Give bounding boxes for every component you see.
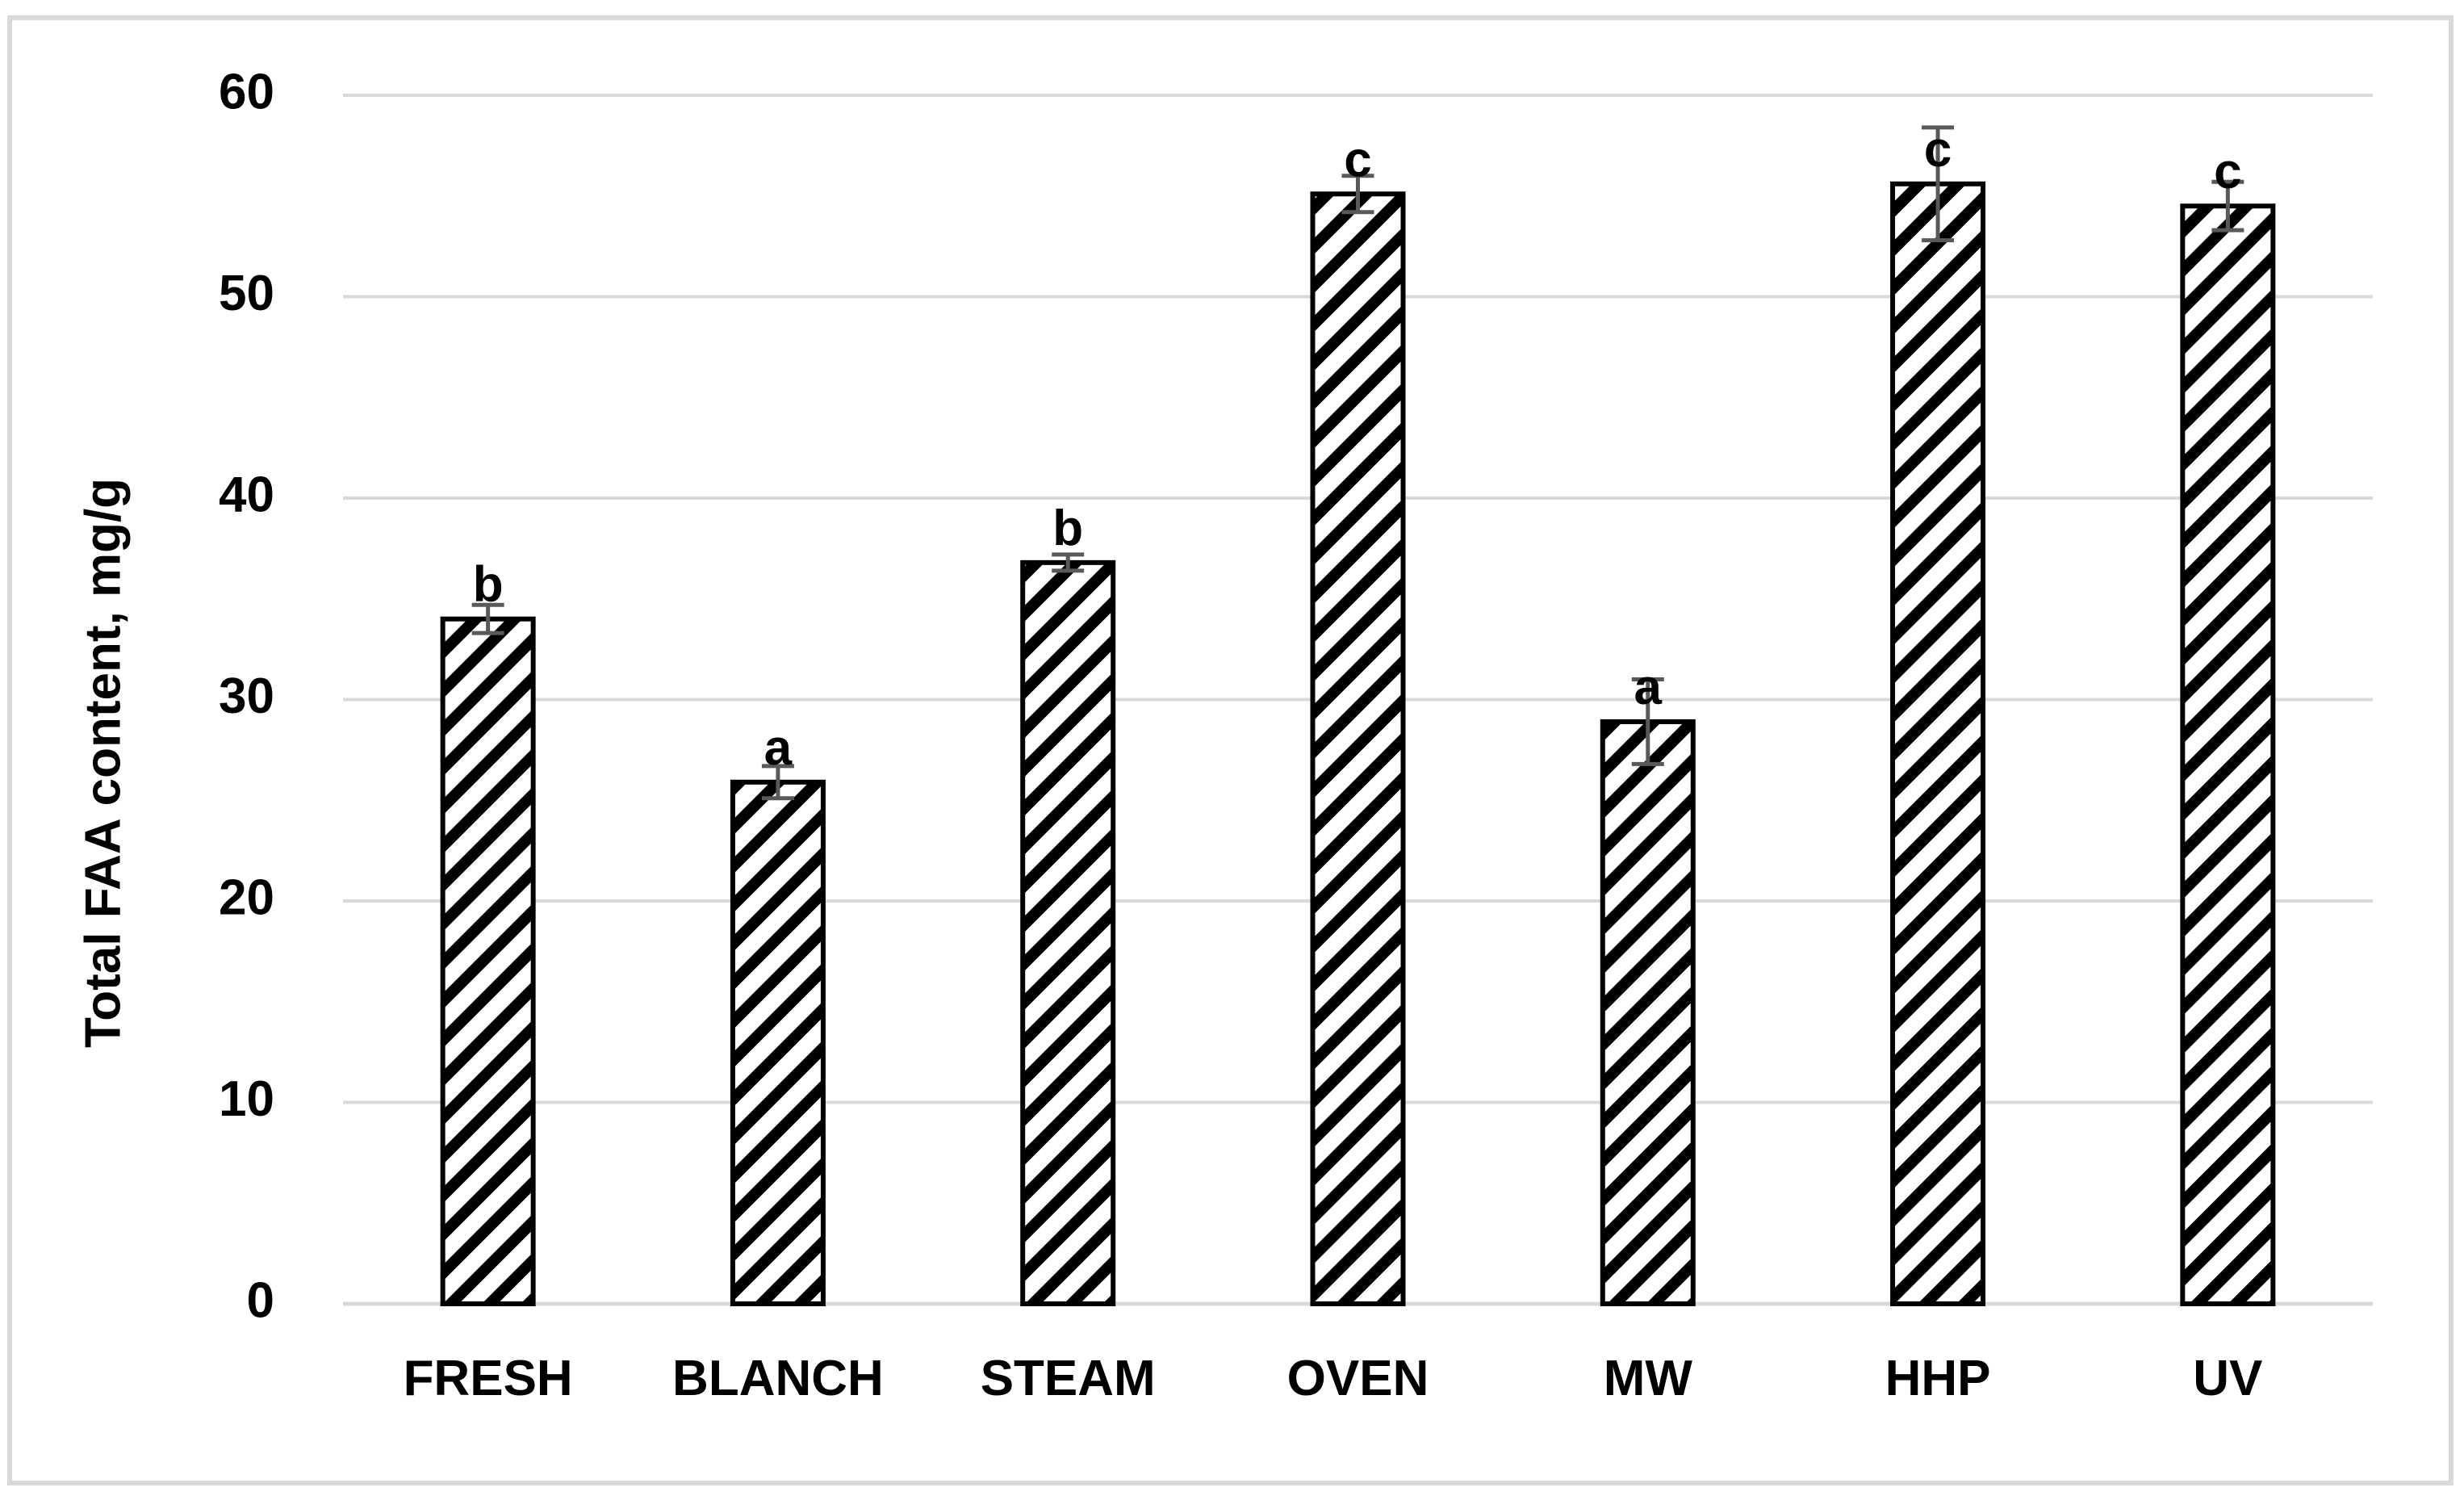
bars <box>440 181 2276 1307</box>
x-tick-label: STEAM <box>981 1351 1156 1406</box>
error-bar <box>2211 179 2244 233</box>
x-tick-label: MW <box>1604 1351 1693 1406</box>
y-tick-label: 40 <box>219 467 274 522</box>
significance-label: a <box>764 720 793 776</box>
x-tick-label: HHP <box>1885 1351 1991 1406</box>
significance-labels: b a b c a c c <box>473 122 2242 776</box>
x-axis-ticks: FRESH BLANCH STEAM OVEN MW HHP UV <box>404 1351 2263 1406</box>
y-tick-label: 50 <box>219 266 274 321</box>
error-bar <box>761 764 794 801</box>
y-tick-label: 30 <box>219 668 274 724</box>
x-tick-label: BLANCH <box>672 1351 884 1406</box>
bar <box>1890 181 1986 1306</box>
error-bar <box>1631 677 1664 766</box>
significance-label: b <box>1052 501 1083 556</box>
y-tick-label: 60 <box>219 64 274 119</box>
significance-label: c <box>1924 122 1952 178</box>
significance-label: c <box>1344 132 1371 187</box>
bar <box>1020 559 1116 1306</box>
bar <box>730 779 826 1306</box>
significance-label: c <box>2214 144 2241 199</box>
error-bar <box>1922 125 1955 243</box>
significance-label: b <box>473 557 504 613</box>
error-bar <box>471 602 504 635</box>
chart-frame <box>7 15 2454 1485</box>
bar <box>440 616 536 1306</box>
x-tick-label: UV <box>2193 1351 2262 1406</box>
significance-label: a <box>1634 660 1663 715</box>
bar <box>2180 203 2276 1307</box>
y-tick-label: 0 <box>247 1272 274 1328</box>
y-axis-ticks: 0 10 20 30 40 50 60 <box>219 64 274 1328</box>
bar <box>1310 191 1406 1306</box>
error-bar <box>1341 174 1374 215</box>
y-tick-label: 20 <box>219 869 274 925</box>
bar <box>1600 719 1696 1306</box>
y-axis-title: Total FAA content, mg/g <box>75 478 131 1048</box>
x-tick-label: FRESH <box>404 1351 573 1406</box>
x-tick-label: OVEN <box>1287 1351 1429 1406</box>
y-tick-label: 10 <box>219 1071 274 1127</box>
error-bar <box>1052 552 1085 573</box>
error-bars <box>471 125 2244 801</box>
